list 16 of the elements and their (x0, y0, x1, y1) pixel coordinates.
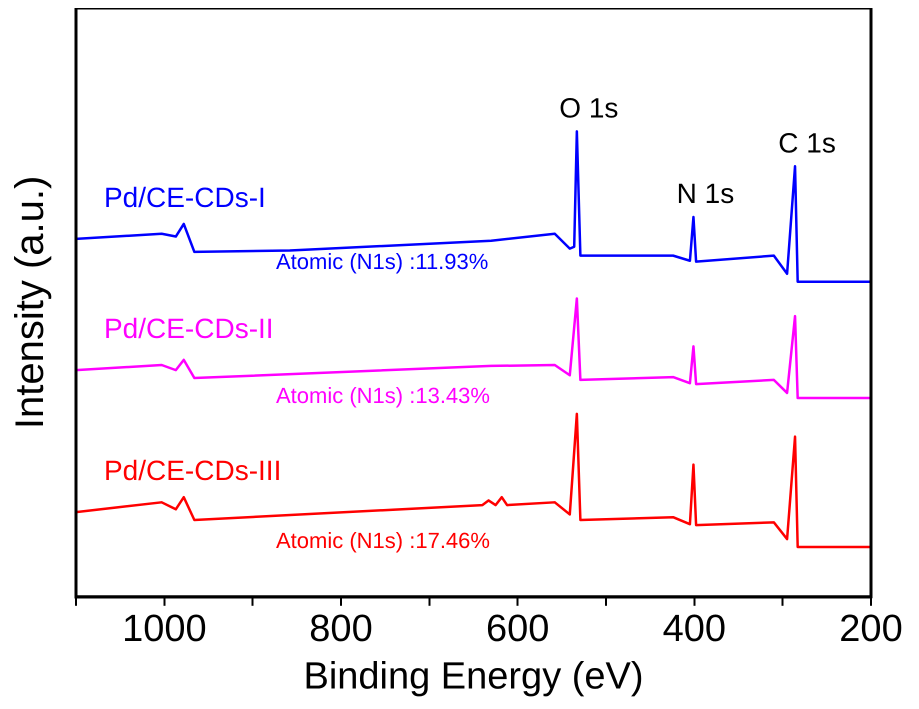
y-axis-title: Intensity (a.u.) (8, 176, 52, 430)
x-tick-label: 200 (839, 608, 903, 650)
annotation: Atomic (N1s) :17.46% (276, 528, 490, 554)
series-label: Pd/CE-CDs-I (104, 182, 266, 213)
x-axis-title: Binding Energy (eV) (303, 656, 644, 698)
x-tick-label: 800 (309, 608, 373, 650)
annotation: O 1s (559, 92, 618, 124)
annotation: C 1s (778, 127, 836, 158)
series-label: Pd/CE-CDs-II (104, 313, 274, 344)
annotation: Atomic (N1s) :13.43% (276, 383, 490, 408)
x-tick-label: 1000 (122, 608, 207, 650)
x-tick-label: 400 (662, 608, 726, 650)
annotation: N 1s (676, 178, 734, 209)
annotation: Atomic (N1s) :11.93% (276, 248, 488, 274)
x-tick-label: 600 (486, 608, 550, 650)
series-label: Pd/CE-CDs-III (104, 455, 282, 486)
